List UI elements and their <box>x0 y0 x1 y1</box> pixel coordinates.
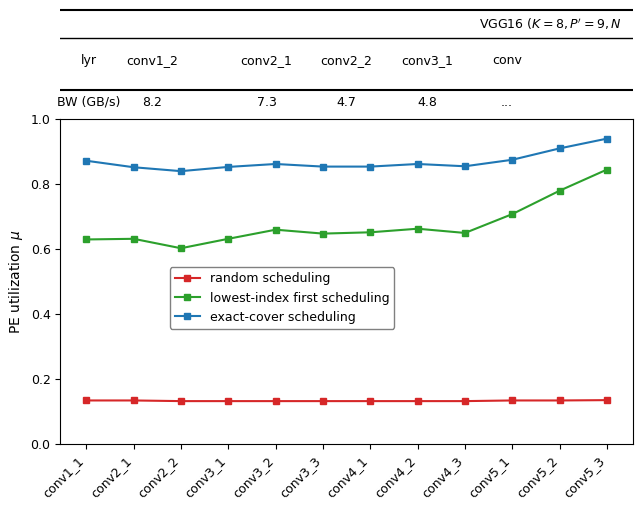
Line: lowest-index first scheduling: lowest-index first scheduling <box>83 166 611 251</box>
Text: conv: conv <box>492 54 522 67</box>
Text: conv1_2: conv1_2 <box>126 54 178 67</box>
exact-cover scheduling <box>130 164 138 170</box>
Text: 8.2: 8.2 <box>142 96 162 109</box>
Text: conv2_1: conv2_1 <box>241 54 292 67</box>
exact-cover scheduling <box>414 161 422 167</box>
lowest-index first scheduling <box>225 236 232 242</box>
Text: conv2_2: conv2_2 <box>321 54 372 67</box>
random scheduling <box>414 398 422 404</box>
exact-cover scheduling <box>83 158 90 164</box>
lowest-index first scheduling <box>130 236 138 242</box>
lowest-index first scheduling <box>603 166 611 172</box>
Text: 4.7: 4.7 <box>337 96 356 109</box>
lowest-index first scheduling <box>367 229 374 235</box>
Legend: random scheduling, lowest-index first scheduling, exact-cover scheduling: random scheduling, lowest-index first sc… <box>170 267 394 329</box>
exact-cover scheduling <box>272 161 280 167</box>
random scheduling <box>603 397 611 403</box>
Text: 4.8: 4.8 <box>417 96 436 109</box>
Text: BW (GB/s): BW (GB/s) <box>57 96 120 109</box>
random scheduling <box>272 398 280 404</box>
random scheduling <box>556 397 563 404</box>
random scheduling <box>225 398 232 404</box>
lowest-index first scheduling <box>83 236 90 242</box>
Line: random scheduling: random scheduling <box>83 396 611 405</box>
lowest-index first scheduling <box>509 211 516 217</box>
lowest-index first scheduling <box>177 245 185 251</box>
lowest-index first scheduling <box>319 231 327 237</box>
lowest-index first scheduling <box>461 230 469 236</box>
exact-cover scheduling <box>461 163 469 169</box>
random scheduling <box>367 398 374 404</box>
lowest-index first scheduling <box>556 188 563 194</box>
Text: ...: ... <box>501 96 513 109</box>
Text: VGG16 ($K = 8, P^{\prime} = 9, N$: VGG16 ($K = 8, P^{\prime} = 9, N$ <box>479 16 621 31</box>
random scheduling <box>130 397 138 404</box>
exact-cover scheduling <box>225 164 232 170</box>
Text: lyr: lyr <box>81 54 97 67</box>
random scheduling <box>509 397 516 404</box>
random scheduling <box>461 398 469 404</box>
Line: exact-cover scheduling: exact-cover scheduling <box>83 135 611 174</box>
random scheduling <box>83 397 90 404</box>
exact-cover scheduling <box>603 135 611 141</box>
random scheduling <box>319 398 327 404</box>
exact-cover scheduling <box>509 157 516 163</box>
lowest-index first scheduling <box>272 227 280 233</box>
lowest-index first scheduling <box>414 226 422 232</box>
exact-cover scheduling <box>319 164 327 170</box>
Text: 7.3: 7.3 <box>257 96 276 109</box>
Text: conv3_1: conv3_1 <box>401 54 452 67</box>
Y-axis label: PE utilization $\mu$: PE utilization $\mu$ <box>7 230 25 334</box>
exact-cover scheduling <box>177 168 185 174</box>
exact-cover scheduling <box>556 146 563 152</box>
exact-cover scheduling <box>367 164 374 170</box>
random scheduling <box>177 398 185 404</box>
